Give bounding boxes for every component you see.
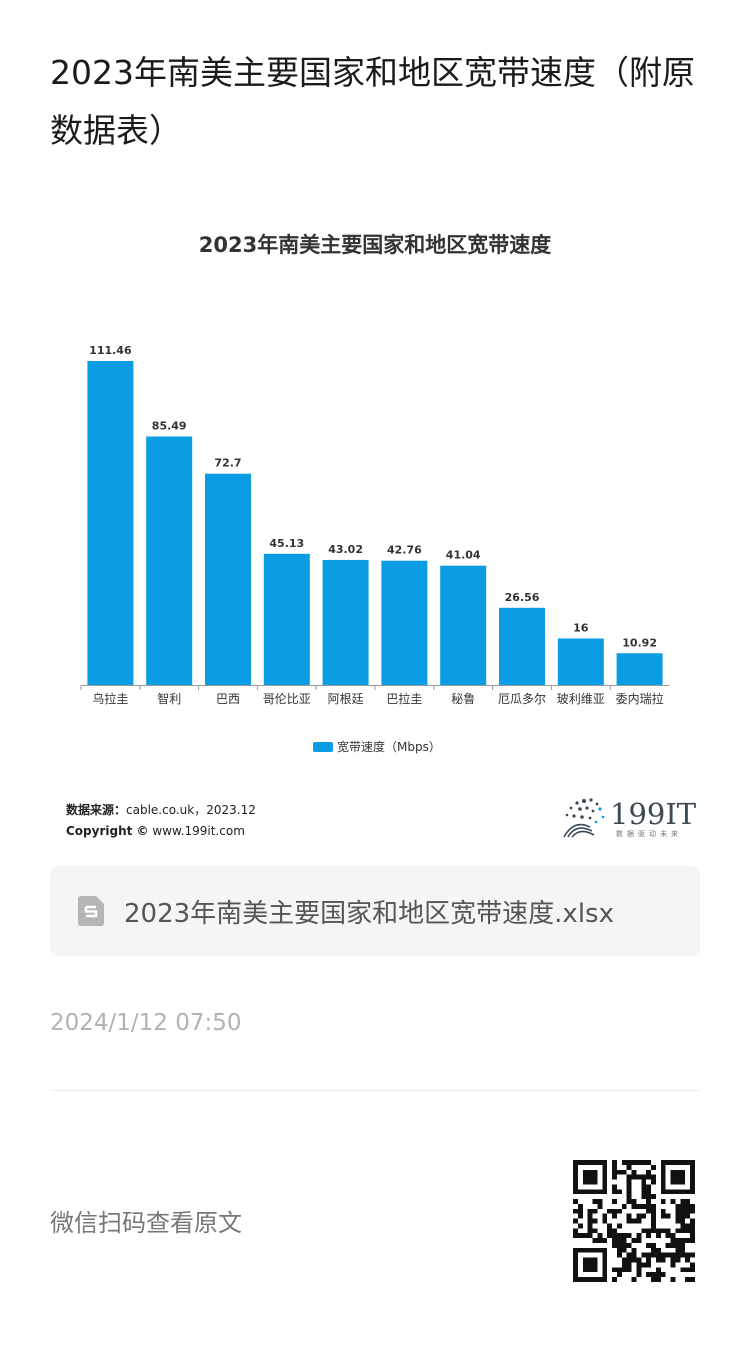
site-logo: 199IT 数据驱动未来 (560, 795, 700, 843)
data-label: 26.56 (505, 591, 540, 604)
bar-8 (557, 638, 604, 685)
x-tick-label: 哥伦比亚 (263, 691, 311, 706)
bar-6 (440, 565, 487, 685)
bar-chart: 111.46 乌拉圭 85.49 智利 72.7 巴西 45.13 哥伦比亚 43.02 阿根廷 4… (80, 344, 669, 706)
x-tick-label: 巴拉圭 (386, 691, 422, 706)
legend-swatch (313, 741, 333, 752)
qr-code-icon[interactable] (573, 1160, 695, 1282)
article-title: 2023年南美主要国家和地区宽带速度（附原数据表） (50, 53, 695, 150)
data-label: 72.7 (214, 457, 241, 470)
x-tick-label: 厄瓜多尔 (498, 691, 546, 706)
bar-3 (263, 553, 310, 685)
data-label: 10.92 (622, 636, 657, 649)
attachment-filename: 2023年南美主要国家和地区宽带速度.xlsx (124, 898, 614, 929)
data-source: 数据来源：cable.co.uk，2023.12 Copyright © www… (66, 800, 256, 842)
x-tick-label: 玻利维亚 (557, 692, 605, 706)
chart-title: 2023年南美主要国家和地区宽带速度 (198, 233, 552, 257)
x-tick-label: 巴西 (216, 692, 240, 706)
divider (50, 1090, 700, 1091)
logo-tagline: 数据驱动未来 (616, 830, 682, 838)
data-label: 45.13 (269, 537, 304, 550)
source-text: cable.co.uk，2023.12 (126, 803, 256, 817)
data-label: 43.02 (328, 543, 363, 556)
data-label: 42.76 (387, 544, 422, 557)
data-label: 85.49 (152, 419, 187, 432)
attachment-card[interactable]: 2023年南美主要国家和地区宽带速度.xlsx (50, 866, 700, 956)
data-label: 41.04 (446, 549, 481, 562)
data-label: 16 (573, 621, 589, 634)
bar-0 (87, 361, 134, 685)
source-label: 数据来源： (66, 803, 127, 817)
legend-label: 宽带速度（Mbps） (337, 740, 441, 754)
x-tick-label: 乌拉圭 (92, 691, 128, 706)
logo-text: 199IT (610, 797, 697, 831)
x-tick-label: 秘鲁 (451, 692, 475, 706)
bar-4 (322, 559, 369, 685)
chart-legend: 宽带速度（Mbps） (313, 738, 441, 755)
x-tick-label: 阿根廷 (328, 692, 364, 706)
bar-2 (205, 473, 251, 685)
copyright-text: www.199it.com (152, 824, 245, 838)
copyright-label: Copyright © (66, 824, 149, 838)
bar-7 (499, 607, 545, 685)
logo-dots-icon (563, 798, 605, 838)
publish-date: 2024/1/12 07:50 (50, 1010, 242, 1036)
data-label: 111.46 (89, 344, 132, 357)
spreadsheet-file-icon (78, 896, 104, 926)
x-tick-label: 智利 (157, 691, 181, 706)
bar-9 (616, 653, 663, 685)
bar-5 (381, 560, 428, 685)
x-tick-label: 委内瑞拉 (616, 691, 664, 706)
bar-1 (146, 436, 193, 685)
chart-image: 2023年南美主要国家和地区宽带速度 111.46 乌拉圭 85.49 智利 72.7 巴… (0, 215, 750, 855)
qr-prompt: 微信扫码查看原文 (50, 1209, 242, 1237)
